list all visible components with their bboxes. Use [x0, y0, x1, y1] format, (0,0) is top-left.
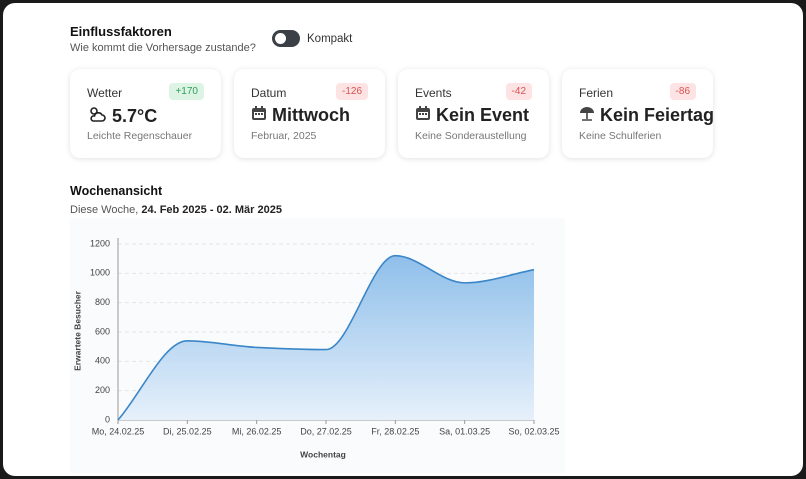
- x-tick-label: Fr, 28.02.25: [371, 426, 419, 436]
- card-value: Kein Feiertag: [600, 105, 715, 125]
- y-tick-label: 0: [105, 414, 110, 424]
- card-label: Events: [415, 86, 452, 100]
- range: Diese Woche, 24. Feb 2025 - 02. Mär 2025: [70, 204, 282, 216]
- card-badge: -86: [669, 83, 696, 100]
- x-axis-label: Wochentag: [300, 449, 346, 459]
- x-tick-label: Do, 27.02.25: [300, 426, 352, 436]
- chart: Erwartete Besucher Wochentag 0 200 400 600 8…: [70, 218, 565, 473]
- card-sub: Februar, 2025: [251, 130, 317, 142]
- card-value: Mittwoch: [272, 105, 350, 125]
- toggle-label: Kompakt: [307, 33, 353, 45]
- subtitle: Wie kommt die Vorhersage zustande?: [70, 42, 256, 54]
- factor-card: Ferien -86 Kein Feiertag Keine Schulferi…: [562, 69, 714, 158]
- card-label: Ferien: [579, 86, 614, 100]
- card-badge: -42: [505, 83, 532, 100]
- card-badge: -126: [335, 83, 368, 100]
- line: [117, 254, 535, 421]
- x-tick-label: Sa, 01.03.25: [439, 426, 490, 436]
- y-axis-label: Erwartete Besucher: [72, 290, 82, 371]
- card-badge: +170: [169, 83, 204, 100]
- y-tick-label: 400: [95, 356, 110, 366]
- card-value: 5.7°C: [112, 106, 158, 126]
- y-tick-label: 200: [95, 385, 110, 395]
- card-sub: Leichte Regenschauer: [87, 130, 193, 142]
- card-value: Kein Event: [436, 105, 530, 125]
- card-icon: [87, 105, 107, 128]
- card-label: Datum: [251, 86, 287, 100]
- y-tick-label: 1200: [90, 238, 110, 248]
- x-tick-label: Mi, 26.02.25: [232, 426, 282, 436]
- factor-card: Datum -126 Mittwoch Februar, 2025: [234, 69, 385, 158]
- card-value-row: Mittwoch: [251, 105, 350, 126]
- range-prefix: Diese Woche,: [70, 204, 139, 216]
- card-value-row: Kein Event: [415, 105, 529, 126]
- title: Einflussfaktoren: [70, 24, 172, 39]
- range-value: 24. Feb 2025 - 02. Mär 2025: [141, 204, 282, 216]
- y-tick-label: 1000: [90, 268, 110, 278]
- y-tick-label: 800: [95, 297, 110, 307]
- card-value-row: Kein Feiertag: [579, 105, 714, 126]
- section-title: Wochenansicht: [70, 184, 163, 198]
- card-sub: Keine Sonderaustellung: [415, 130, 527, 142]
- card-value-row: 5.7°C: [87, 105, 157, 128]
- area: [118, 255, 534, 420]
- factor-card: Events -42 Kein Event Keine Sonderaustel…: [398, 69, 549, 158]
- card-icon: [415, 105, 431, 126]
- panel: Einflussfaktoren Wie kommt die Vorhersag…: [3, 3, 803, 476]
- card-sub: Keine Schulferien: [579, 130, 662, 142]
- card-icon: [579, 105, 595, 126]
- x-tick-label: So, 02.03.25: [508, 426, 559, 436]
- y-tick-label: 600: [95, 326, 110, 336]
- factor-card: Wetter +170 5.7°C Leichte Regenschauer: [70, 69, 221, 158]
- toggle[interactable]: [272, 30, 300, 47]
- x-tick-label: Mo, 24.02.25: [92, 426, 145, 436]
- card-label: Wetter: [87, 86, 123, 100]
- card-icon: [251, 105, 267, 126]
- x-tick-label: Di, 25.02.25: [163, 426, 212, 436]
